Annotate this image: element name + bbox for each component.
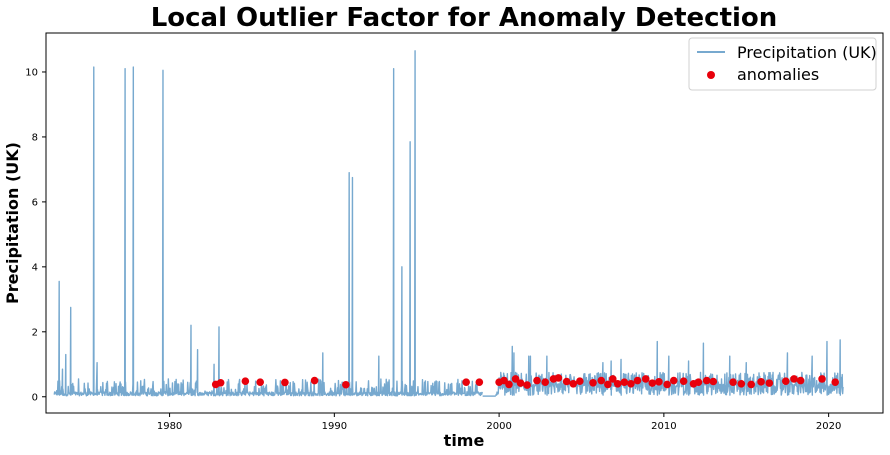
anomaly-point xyxy=(241,377,250,385)
anomaly-point xyxy=(569,379,578,388)
anomaly-point xyxy=(790,375,798,383)
anomaly-point xyxy=(765,379,774,387)
y-tick-label: 6 xyxy=(32,197,38,208)
legend-label-anomalies: anomalies xyxy=(737,65,819,84)
x-tick-label: 2000 xyxy=(486,421,511,432)
anomaly-point xyxy=(627,379,635,388)
anomaly-point xyxy=(694,378,703,386)
anomaly-point xyxy=(523,381,531,389)
anomaly-point xyxy=(541,378,550,386)
legend-marker-anomalies xyxy=(707,71,715,79)
x-tick-label: 1990 xyxy=(322,421,347,432)
y-tick-label: 10 xyxy=(25,67,38,78)
anomaly-point xyxy=(648,379,657,387)
anomaly-point xyxy=(796,376,805,385)
anomaly-point xyxy=(342,380,350,389)
anomaly-point xyxy=(663,380,671,389)
anomaly-point xyxy=(597,376,606,385)
anomaly-point xyxy=(613,379,622,388)
y-tick-label: 8 xyxy=(32,132,38,143)
anomaly-point xyxy=(256,378,264,386)
chart-title: Local Outlier Factor for Anomaly Detecti… xyxy=(151,3,778,33)
anomaly-point xyxy=(702,376,711,385)
anomaly-point xyxy=(620,378,629,386)
anomaly-point xyxy=(516,379,525,387)
anomaly-point xyxy=(554,374,563,382)
anomaly-point xyxy=(608,375,617,383)
anomaly-point xyxy=(747,380,755,389)
anomaly-point xyxy=(533,376,541,385)
anomaly-point xyxy=(216,378,225,387)
anomaly-point xyxy=(655,378,663,386)
x-tick-label: 1980 xyxy=(157,421,182,432)
x-axis-label: time xyxy=(444,431,485,450)
y-tick-label: 4 xyxy=(32,262,38,273)
axis-ticks: 1980 1990 2000 2010 2020 0 2 4 6 8 10 xyxy=(25,67,841,432)
anomaly-point xyxy=(781,377,790,385)
anomaly-point xyxy=(737,379,746,388)
legend: Precipitation (UK) anomalies xyxy=(688,37,877,91)
anomaly-point xyxy=(669,376,678,385)
anomaly-point xyxy=(831,378,840,386)
anomaly-point xyxy=(281,378,289,387)
anomaly-point xyxy=(679,377,688,385)
y-tick-label: 2 xyxy=(32,327,38,338)
anomaly-point xyxy=(576,377,584,385)
anomaly-point xyxy=(505,380,513,389)
anomaly-point xyxy=(475,378,484,386)
anomaly-point xyxy=(757,378,765,386)
anomaly-point xyxy=(633,376,642,385)
y-tick-label: 0 xyxy=(32,392,38,403)
anomaly-point xyxy=(818,375,826,383)
anomaly-point xyxy=(462,378,470,386)
anomaly-point xyxy=(562,377,571,386)
anomaly-point xyxy=(709,377,718,386)
legend-label-series: Precipitation (UK) xyxy=(737,43,877,62)
anomaly-point xyxy=(604,380,612,389)
x-tick-label: 2010 xyxy=(651,421,676,432)
anomaly-point xyxy=(511,375,520,383)
anomaly-point xyxy=(729,378,737,386)
anomaly-point xyxy=(310,376,319,385)
y-axis-label: Precipitation (UK) xyxy=(3,142,22,304)
plot-area xyxy=(45,32,884,414)
legend-box xyxy=(688,37,877,91)
x-tick-label: 2020 xyxy=(816,421,841,432)
anomaly-point xyxy=(641,375,650,383)
anomaly-point xyxy=(589,378,597,387)
series-line-precipitation xyxy=(53,50,844,397)
